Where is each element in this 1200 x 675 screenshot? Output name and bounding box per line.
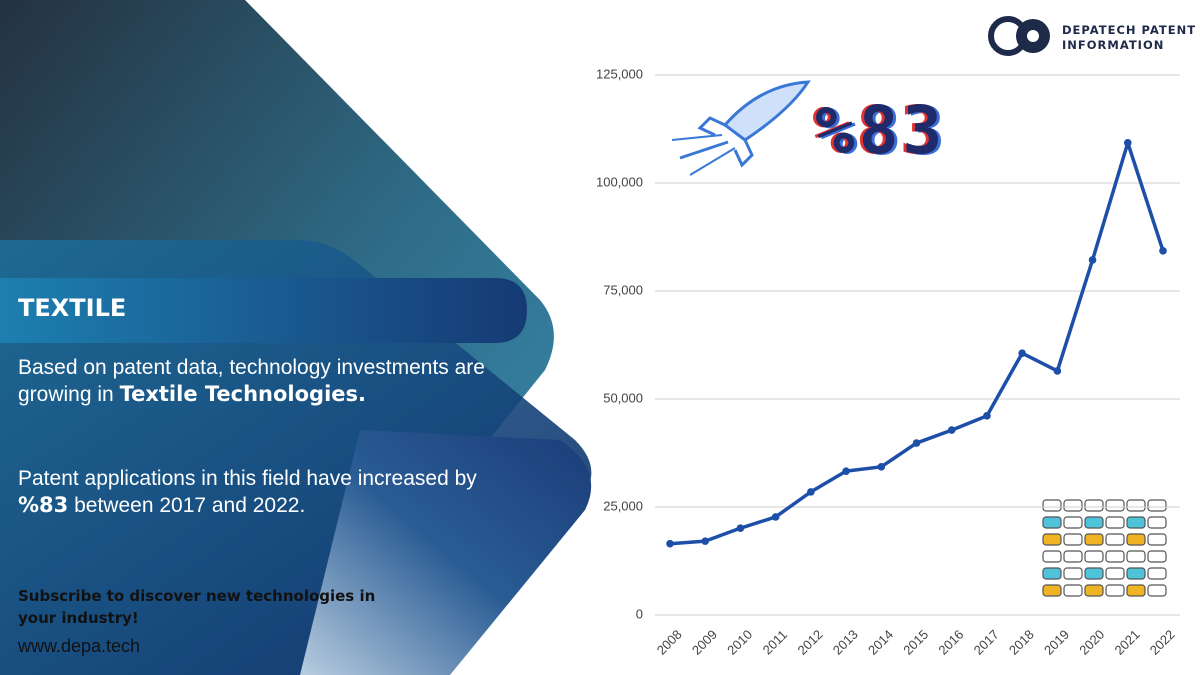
weave-cell	[1063, 584, 1083, 597]
point	[1018, 349, 1026, 358]
x-tick-label: 2009	[689, 627, 720, 658]
point	[983, 412, 991, 420]
y-tick-label: 50,000	[603, 390, 643, 405]
point	[701, 537, 710, 545]
weave-cell	[1063, 516, 1083, 529]
weave-cell	[1126, 499, 1146, 512]
point	[807, 488, 815, 496]
weave-icon	[1042, 499, 1167, 597]
paragraph: Based on patent data, technology investm…	[18, 355, 498, 408]
weave-cell	[1063, 533, 1083, 546]
point	[1159, 247, 1167, 255]
weave-cell	[1084, 550, 1104, 563]
x-tick-label: 2019	[1041, 627, 1072, 658]
x-tick-label: 2008	[654, 627, 685, 658]
weave-cell	[1126, 567, 1146, 580]
point	[771, 513, 780, 521]
weave-cell	[1105, 533, 1125, 546]
weave-cell	[1105, 550, 1125, 563]
point	[877, 463, 886, 471]
y-tick-label: 125,000	[596, 66, 643, 81]
brand: INFORMATION	[1062, 38, 1165, 52]
x-tick-label: 2014	[865, 627, 896, 658]
weave-cell	[1042, 516, 1062, 529]
x-tick-label: 2022	[1147, 627, 1178, 658]
weave-cell	[1147, 567, 1167, 580]
x-tick-label: 2012	[795, 627, 826, 658]
y-tick-label: 75,000	[603, 282, 643, 297]
point	[1053, 367, 1062, 375]
weave-cell	[1105, 516, 1125, 529]
paragraph: Patent applications in this field have i…	[18, 466, 498, 519]
weave-cell	[1147, 584, 1167, 597]
url[interactable]: www.depa.tech	[18, 636, 141, 656]
weave-cell	[1084, 499, 1104, 512]
weave-cell	[1042, 584, 1062, 597]
line	[669, 141, 1165, 546]
weave-cell	[1042, 550, 1062, 563]
x-tick-label: 2011	[760, 627, 790, 657]
y-tick-label: 100,000	[596, 174, 643, 189]
weave-cell	[1105, 567, 1125, 580]
text: Textile Technologies.	[119, 382, 367, 406]
rocket	[671, 80, 811, 176]
text: %83	[18, 493, 69, 517]
x-tick-label: 2018	[1006, 627, 1037, 658]
weave-cell	[1105, 499, 1125, 512]
y-tick-label: 25,000	[603, 498, 643, 513]
heading: TEXTILE	[18, 294, 127, 322]
banner	[0, 278, 527, 343]
weave-cell	[1147, 516, 1167, 529]
weave-cell	[1126, 550, 1146, 563]
bg-shape	[300, 430, 592, 675]
weave-cell	[1126, 516, 1146, 529]
weave-cell	[1147, 533, 1167, 546]
text: between 2017 and 2022.	[68, 494, 306, 517]
weave-cell	[1063, 550, 1083, 563]
point	[912, 439, 921, 447]
x-tick-label: 2010	[724, 627, 755, 658]
weave-cell	[1042, 533, 1062, 546]
x-tick-label: 2016	[935, 627, 966, 658]
weave-cell	[1063, 499, 1083, 512]
weave-cell	[1042, 499, 1062, 512]
weave-cell	[1147, 499, 1167, 512]
point	[1088, 256, 1097, 264]
weave-cell	[1126, 533, 1146, 546]
weave-cell	[1084, 533, 1104, 546]
x-tick-label: 2020	[1076, 627, 1107, 658]
cta: Subscribe to discover new technologies i…	[18, 587, 376, 627]
weave-cell	[1084, 584, 1104, 597]
weave-cell	[1084, 567, 1104, 580]
point	[1123, 139, 1132, 147]
weave-cell	[1084, 516, 1104, 529]
x-tick-label: 2015	[900, 627, 931, 658]
point	[947, 426, 956, 434]
point	[736, 524, 745, 532]
weave-cell	[1126, 584, 1146, 597]
weave-cell	[1147, 550, 1167, 563]
weave-cell	[1063, 567, 1083, 580]
weave-cell	[1105, 584, 1125, 597]
weave-cell	[1042, 567, 1062, 580]
text: Patent applications in this field have i…	[18, 467, 477, 490]
badge: %83	[815, 92, 947, 169]
x-tick-label: 2021	[1112, 627, 1143, 658]
logo	[988, 16, 1050, 56]
text: Based on patent data, technology investm…	[18, 356, 485, 406]
x-tick-label: 2017	[971, 627, 1002, 658]
point	[842, 467, 850, 475]
point	[666, 539, 674, 548]
x-tick-label: 2013	[830, 627, 861, 658]
brand: DEPATECH PATENT	[1062, 23, 1197, 37]
y-tick-label: 0	[636, 606, 643, 621]
